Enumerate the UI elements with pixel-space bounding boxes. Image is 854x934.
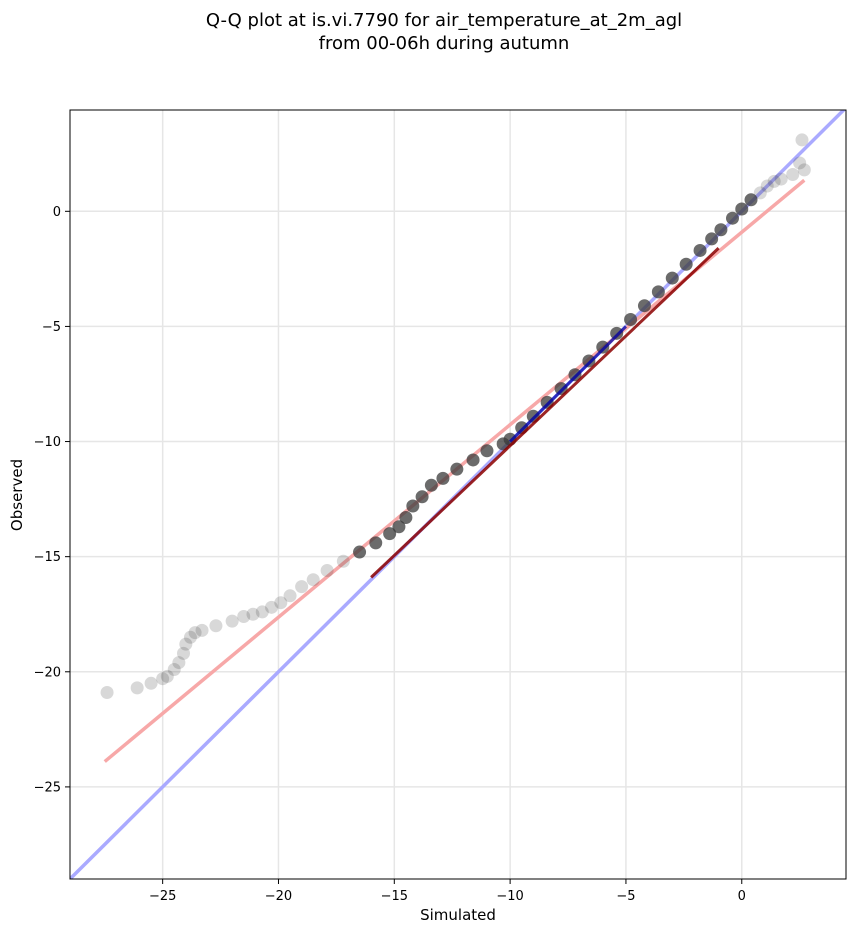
- data-point: [265, 600, 279, 614]
- data-point: [665, 271, 679, 285]
- y-tick-label: −15: [34, 550, 61, 565]
- plot-area: [70, 110, 846, 879]
- data-point: [399, 511, 413, 525]
- y-tick-label: −5: [42, 320, 61, 335]
- data-point: [295, 580, 309, 594]
- data-point: [100, 686, 114, 700]
- data-point: [144, 676, 158, 690]
- data-point: [177, 646, 191, 660]
- data-point: [188, 626, 202, 640]
- data-point: [156, 672, 170, 686]
- y-axis-label: Observed: [8, 459, 26, 531]
- data-point: [246, 607, 260, 621]
- data-point: [596, 340, 610, 354]
- data-point: [179, 637, 193, 651]
- x-tick-label: −10: [496, 889, 523, 904]
- data-point: [237, 610, 251, 624]
- data-point: [466, 453, 480, 467]
- data-point: [415, 490, 429, 504]
- grid: [70, 110, 846, 879]
- data-point: [624, 313, 638, 327]
- data-point: [369, 536, 383, 550]
- data-points: [100, 133, 811, 700]
- data-point: [744, 193, 758, 207]
- data-point: [637, 299, 651, 313]
- data-point: [735, 202, 749, 216]
- data-point: [436, 471, 450, 485]
- x-axis-ticks: −25 −20 −15 −10 −5 0: [149, 879, 746, 904]
- data-point: [797, 163, 811, 177]
- data-point: [679, 257, 693, 271]
- x-axis-label: Simulated: [420, 906, 496, 924]
- data-point: [392, 520, 406, 534]
- data-point: [725, 211, 739, 225]
- data-point: [450, 462, 464, 476]
- data-point: [753, 186, 767, 200]
- y-tick-label: −25: [34, 780, 61, 795]
- data-point: [320, 563, 334, 577]
- data-point: [172, 656, 186, 670]
- data-point: [167, 662, 181, 676]
- y-tick-label: −10: [34, 435, 61, 450]
- y-tick-label: −20: [34, 665, 61, 680]
- x-tick-label: −20: [265, 889, 292, 904]
- data-point: [383, 527, 397, 541]
- data-point: [406, 499, 420, 513]
- data-point: [424, 478, 438, 492]
- data-point: [767, 174, 781, 188]
- data-point: [480, 444, 494, 458]
- chart-title: Q-Q plot at is.vi.7790 for air_temperatu…: [206, 10, 682, 31]
- data-point: [793, 156, 807, 170]
- x-tick-label: 0: [738, 889, 746, 904]
- y-tick-label: 0: [53, 205, 61, 220]
- data-point: [195, 623, 209, 637]
- x-tick-label: −15: [381, 889, 408, 904]
- data-point: [693, 243, 707, 257]
- fit-line-dense: [370, 247, 720, 579]
- data-point: [274, 596, 288, 610]
- data-point: [760, 179, 774, 193]
- data-point: [183, 630, 197, 644]
- data-point: [714, 223, 728, 237]
- data-point: [786, 167, 800, 181]
- data-point: [705, 232, 719, 246]
- plot-frame: [69, 109, 847, 880]
- data-point: [255, 605, 269, 619]
- chart-subtitle: from 00-06h during autumn: [319, 33, 570, 54]
- data-point: [130, 681, 144, 695]
- data-point: [554, 382, 568, 396]
- data-point: [610, 326, 624, 340]
- data-point: [306, 573, 320, 587]
- data-point: [651, 285, 665, 299]
- identity-line-dense: [509, 325, 627, 443]
- y-axis-ticks: −25 −20 −15 −10 −5 0: [34, 205, 70, 795]
- data-point: [353, 545, 367, 559]
- data-point: [336, 554, 350, 568]
- data-point: [568, 368, 582, 382]
- data-point: [283, 589, 297, 603]
- x-tick-label: −5: [616, 889, 635, 904]
- data-point: [225, 614, 239, 628]
- data-point: [795, 133, 809, 147]
- data-point: [160, 669, 174, 683]
- x-tick-label: −25: [149, 889, 176, 904]
- data-point: [774, 172, 788, 186]
- data-point: [582, 354, 596, 368]
- data-point: [209, 619, 223, 633]
